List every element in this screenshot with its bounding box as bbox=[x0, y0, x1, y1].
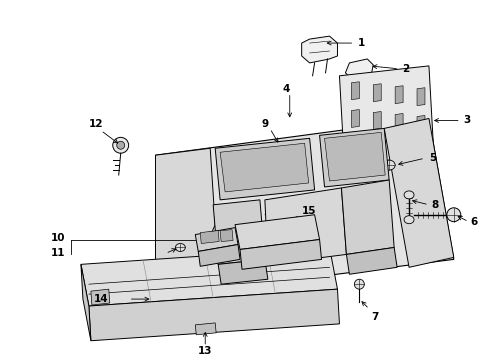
Polygon shape bbox=[220, 230, 233, 242]
Ellipse shape bbox=[383, 160, 394, 170]
Polygon shape bbox=[264, 188, 346, 264]
Polygon shape bbox=[218, 260, 267, 284]
Polygon shape bbox=[155, 148, 215, 264]
Text: 7: 7 bbox=[370, 312, 378, 322]
Polygon shape bbox=[416, 88, 424, 105]
Polygon shape bbox=[384, 118, 453, 267]
Ellipse shape bbox=[403, 191, 413, 199]
Polygon shape bbox=[346, 247, 396, 274]
Ellipse shape bbox=[403, 216, 413, 224]
Ellipse shape bbox=[113, 137, 128, 153]
Text: 9: 9 bbox=[262, 120, 268, 130]
Polygon shape bbox=[341, 180, 393, 255]
Text: 4: 4 bbox=[282, 84, 289, 94]
Polygon shape bbox=[351, 82, 359, 100]
Polygon shape bbox=[81, 264, 91, 341]
Polygon shape bbox=[394, 86, 402, 104]
Polygon shape bbox=[215, 138, 314, 200]
Polygon shape bbox=[372, 112, 381, 129]
Text: 1: 1 bbox=[357, 38, 364, 48]
Polygon shape bbox=[213, 200, 264, 264]
Text: 15: 15 bbox=[301, 206, 316, 216]
Ellipse shape bbox=[147, 294, 157, 304]
Ellipse shape bbox=[175, 243, 185, 251]
Polygon shape bbox=[324, 132, 385, 181]
Text: 2: 2 bbox=[401, 64, 408, 74]
Polygon shape bbox=[198, 244, 240, 266]
Polygon shape bbox=[339, 66, 433, 165]
Polygon shape bbox=[91, 289, 109, 305]
Polygon shape bbox=[345, 59, 372, 79]
Text: 13: 13 bbox=[198, 346, 212, 356]
Text: 10: 10 bbox=[51, 233, 65, 243]
Polygon shape bbox=[195, 228, 238, 251]
Polygon shape bbox=[89, 289, 339, 341]
Ellipse shape bbox=[117, 141, 124, 149]
Polygon shape bbox=[372, 84, 381, 102]
Ellipse shape bbox=[446, 208, 460, 222]
Text: 6: 6 bbox=[470, 217, 477, 227]
Text: 14: 14 bbox=[93, 294, 108, 304]
Ellipse shape bbox=[354, 279, 364, 289]
Polygon shape bbox=[200, 231, 219, 243]
Polygon shape bbox=[416, 116, 424, 133]
Text: 8: 8 bbox=[430, 200, 437, 210]
Polygon shape bbox=[155, 118, 453, 294]
Text: 11: 11 bbox=[51, 248, 65, 258]
Text: 5: 5 bbox=[428, 153, 435, 163]
Polygon shape bbox=[394, 113, 402, 131]
Text: 3: 3 bbox=[463, 116, 470, 126]
Polygon shape bbox=[81, 247, 337, 306]
Polygon shape bbox=[235, 215, 319, 249]
Polygon shape bbox=[319, 129, 388, 187]
Text: 12: 12 bbox=[89, 120, 103, 130]
Polygon shape bbox=[351, 109, 359, 127]
Polygon shape bbox=[301, 36, 337, 63]
Polygon shape bbox=[240, 239, 321, 269]
Polygon shape bbox=[195, 323, 216, 335]
Polygon shape bbox=[220, 143, 308, 192]
